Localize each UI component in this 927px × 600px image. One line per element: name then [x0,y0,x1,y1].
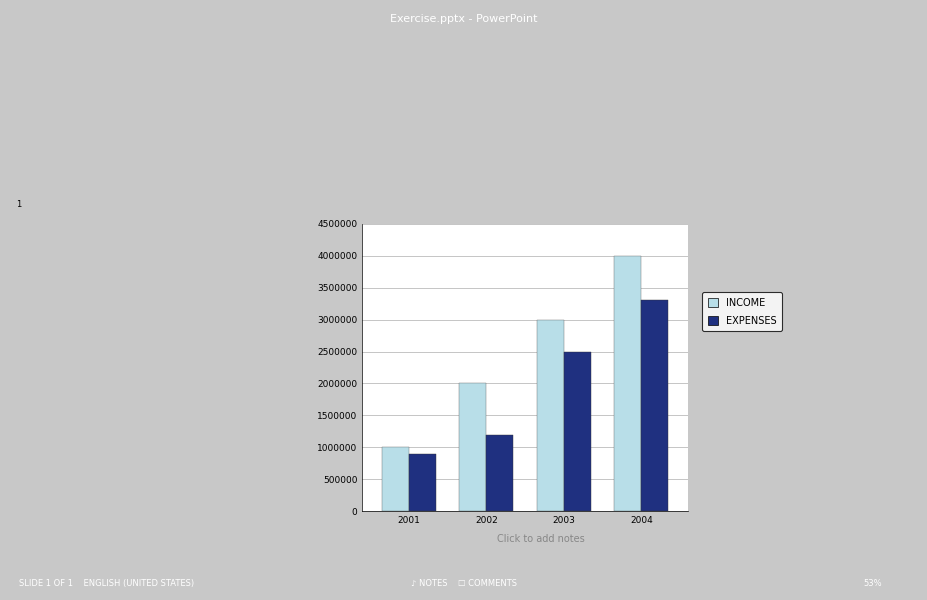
Bar [641,301,667,511]
Bar [381,448,409,511]
Text: ♪ NOTES    ☐ COMMENTS: ♪ NOTES ☐ COMMENTS [411,579,516,588]
Text: Click to add notes: Click to add notes [496,534,584,544]
Text: Exercise.pptx - PowerPoint: Exercise.pptx - PowerPoint [390,14,537,25]
Bar [564,352,590,511]
Bar [614,256,641,511]
Bar [486,434,513,511]
Text: 1: 1 [16,200,21,209]
Bar [536,320,564,511]
Text: 53%: 53% [862,579,881,588]
Bar [459,383,486,511]
Legend: INCOME, EXPENSES: INCOME, EXPENSES [702,292,781,331]
Bar [409,454,436,511]
Text: SLIDE 1 OF 1    ENGLISH (UNITED STATES): SLIDE 1 OF 1 ENGLISH (UNITED STATES) [19,579,194,588]
